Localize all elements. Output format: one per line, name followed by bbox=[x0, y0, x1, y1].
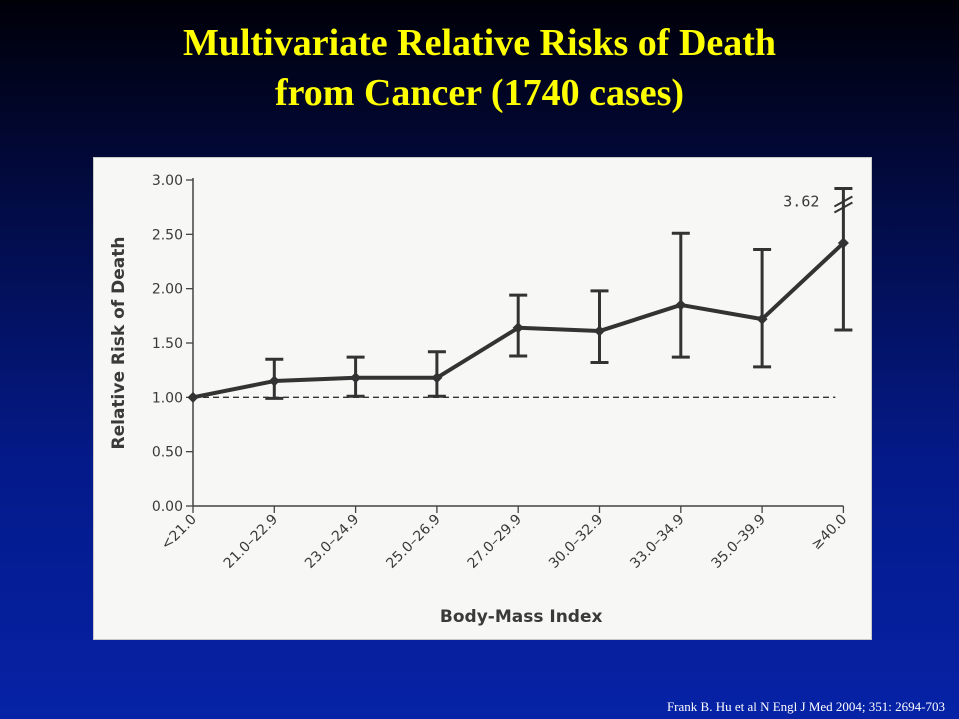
axis-break-label: 3.62 bbox=[783, 193, 819, 211]
x-tick-label: 30.0–32.9 bbox=[546, 512, 606, 572]
data-point bbox=[268, 375, 280, 387]
y-tick-label: 0.00 bbox=[152, 499, 183, 515]
data-point bbox=[675, 299, 687, 311]
data-point bbox=[594, 325, 605, 337]
y-axis-title: Relative Risk of Death bbox=[109, 237, 129, 450]
x-tick-label: ≥40.0 bbox=[809, 512, 851, 554]
x-tick-label: 35.0–39.9 bbox=[709, 512, 769, 572]
x-tick-label: 27.0–29.9 bbox=[465, 512, 525, 572]
slide-title-line-1: Multivariate Relative Risks of Death bbox=[182, 22, 777, 64]
relative-risk-chart: 0.00 0.50 1.00 1.50 2.00 2.50 3.00 <21.0 21.0–22… bbox=[109, 173, 853, 627]
x-tick-label: <21.0 bbox=[158, 512, 200, 554]
data-point bbox=[512, 322, 524, 334]
data-point bbox=[756, 313, 768, 325]
x-tick-label: 33.0–34.9 bbox=[627, 512, 687, 572]
data-point bbox=[837, 237, 849, 249]
y-tick-label: 2.50 bbox=[152, 227, 183, 243]
y-tick-label: 2.00 bbox=[152, 282, 183, 298]
x-tick-label: 25.0–26.9 bbox=[383, 512, 443, 572]
x-axis-title: Body-Mass Index bbox=[440, 607, 603, 627]
x-tick-label: 23.0–24.9 bbox=[302, 512, 362, 572]
y-tick-label: 0.50 bbox=[152, 445, 183, 461]
x-tick-label: 21.0–22.9 bbox=[221, 512, 281, 572]
axis-break-mark bbox=[833, 195, 853, 208]
y-tick-label: 1.00 bbox=[152, 390, 183, 406]
data-point bbox=[431, 372, 443, 384]
slide-title: Multivariate Relative Risks of Death fro… bbox=[0, 18, 959, 118]
slide-title-line-2: from Cancer (1740 cases) bbox=[274, 72, 685, 114]
y-tick-label: 1.50 bbox=[152, 336, 183, 352]
data-point bbox=[187, 391, 199, 403]
citation: Frank B. Hu et al N Engl J Med 2004; 351… bbox=[666, 699, 945, 714]
data-point bbox=[350, 372, 362, 384]
axis-break-mark bbox=[833, 201, 853, 214]
y-tick-label: 3.00 bbox=[152, 173, 183, 189]
chart-panel: 0.00 0.50 1.00 1.50 2.00 2.50 3.00 <21.0 21.0–22… bbox=[93, 157, 872, 640]
